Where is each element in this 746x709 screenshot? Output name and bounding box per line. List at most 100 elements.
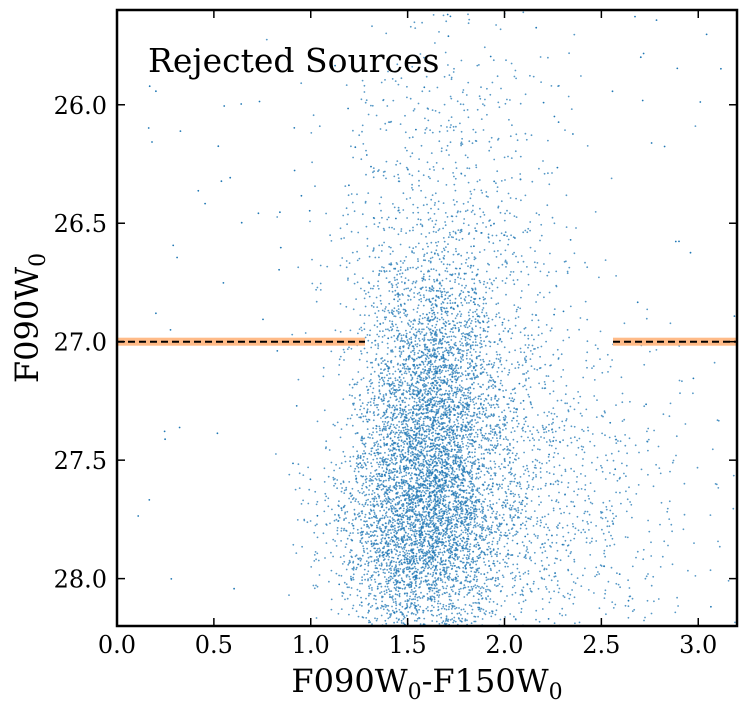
data-point (432, 533, 434, 536)
data-point (349, 329, 352, 332)
data-point (392, 203, 394, 205)
data-point (416, 292, 419, 295)
data-point (391, 517, 394, 519)
data-point (683, 513, 686, 516)
data-point (291, 333, 294, 336)
data-point (489, 553, 492, 555)
data-point (507, 155, 509, 158)
data-point (435, 590, 438, 593)
data-point (561, 526, 564, 529)
data-point (527, 425, 529, 428)
data-point (387, 558, 390, 561)
data-point (367, 609, 370, 612)
data-point (492, 537, 495, 539)
data-point (423, 567, 426, 570)
data-point (530, 403, 533, 406)
data-point (359, 462, 361, 464)
data-point (470, 570, 473, 573)
data-point (379, 378, 381, 381)
data-point (366, 408, 369, 411)
data-point (411, 282, 414, 285)
data-point (399, 468, 402, 471)
data-point (494, 613, 497, 616)
data-point (413, 404, 416, 407)
data-point (548, 444, 551, 447)
data-point (450, 450, 453, 453)
data-point (444, 51, 447, 54)
data-point (479, 385, 481, 388)
data-point (400, 353, 403, 355)
data-point (362, 452, 364, 455)
data-point (612, 459, 615, 462)
data-point (383, 310, 386, 313)
data-point (425, 440, 427, 443)
data-point (504, 282, 507, 284)
data-point (337, 514, 340, 516)
data-point (536, 294, 539, 296)
data-point (629, 501, 631, 503)
data-point (579, 317, 582, 319)
data-point (449, 349, 452, 351)
data-point (470, 443, 473, 445)
data-point (533, 368, 536, 370)
data-point (449, 330, 452, 333)
data-point (457, 330, 460, 333)
data-point (400, 321, 403, 323)
data-point (489, 516, 492, 519)
data-point (340, 530, 343, 532)
data-point (522, 586, 525, 589)
data-point (470, 622, 473, 625)
data-point (515, 510, 518, 512)
data-point (371, 104, 374, 107)
data-point (608, 531, 610, 533)
data-point (330, 551, 332, 554)
data-point (411, 187, 413, 189)
data-point (425, 393, 428, 396)
data-point (604, 589, 607, 592)
data-point (375, 602, 377, 605)
data-point (360, 464, 363, 467)
data-point (453, 443, 456, 445)
data-point (377, 404, 379, 406)
data-point (372, 176, 375, 179)
data-point (399, 411, 401, 414)
data-point (441, 621, 444, 624)
data-point (395, 457, 398, 460)
data-point (535, 301, 537, 303)
data-point (382, 227, 385, 230)
data-point (489, 444, 492, 446)
data-point (484, 481, 486, 484)
data-point (485, 371, 488, 374)
data-point (303, 519, 306, 522)
data-point (485, 302, 487, 305)
data-point (485, 576, 488, 579)
data-point (459, 542, 461, 545)
data-point (473, 576, 476, 578)
data-point (452, 544, 455, 546)
data-point (415, 386, 418, 389)
data-point (358, 328, 361, 330)
data-point (604, 539, 607, 541)
data-point (461, 393, 464, 396)
data-point (437, 241, 440, 243)
data-point (448, 436, 450, 439)
data-point (580, 488, 583, 490)
data-point (394, 315, 397, 318)
data-point (416, 307, 419, 309)
data-point (404, 380, 406, 383)
data-point (460, 496, 463, 498)
data-point (517, 422, 520, 425)
data-point (389, 579, 391, 582)
data-point (359, 416, 362, 418)
data-point (429, 290, 432, 293)
data-point (568, 336, 570, 339)
data-point (367, 401, 370, 404)
data-point (551, 534, 553, 537)
data-point (436, 536, 438, 539)
data-point (377, 574, 380, 577)
data-point (409, 529, 412, 532)
data-point (717, 540, 719, 543)
data-point (461, 387, 464, 389)
data-point (433, 368, 435, 371)
data-point (430, 482, 433, 485)
